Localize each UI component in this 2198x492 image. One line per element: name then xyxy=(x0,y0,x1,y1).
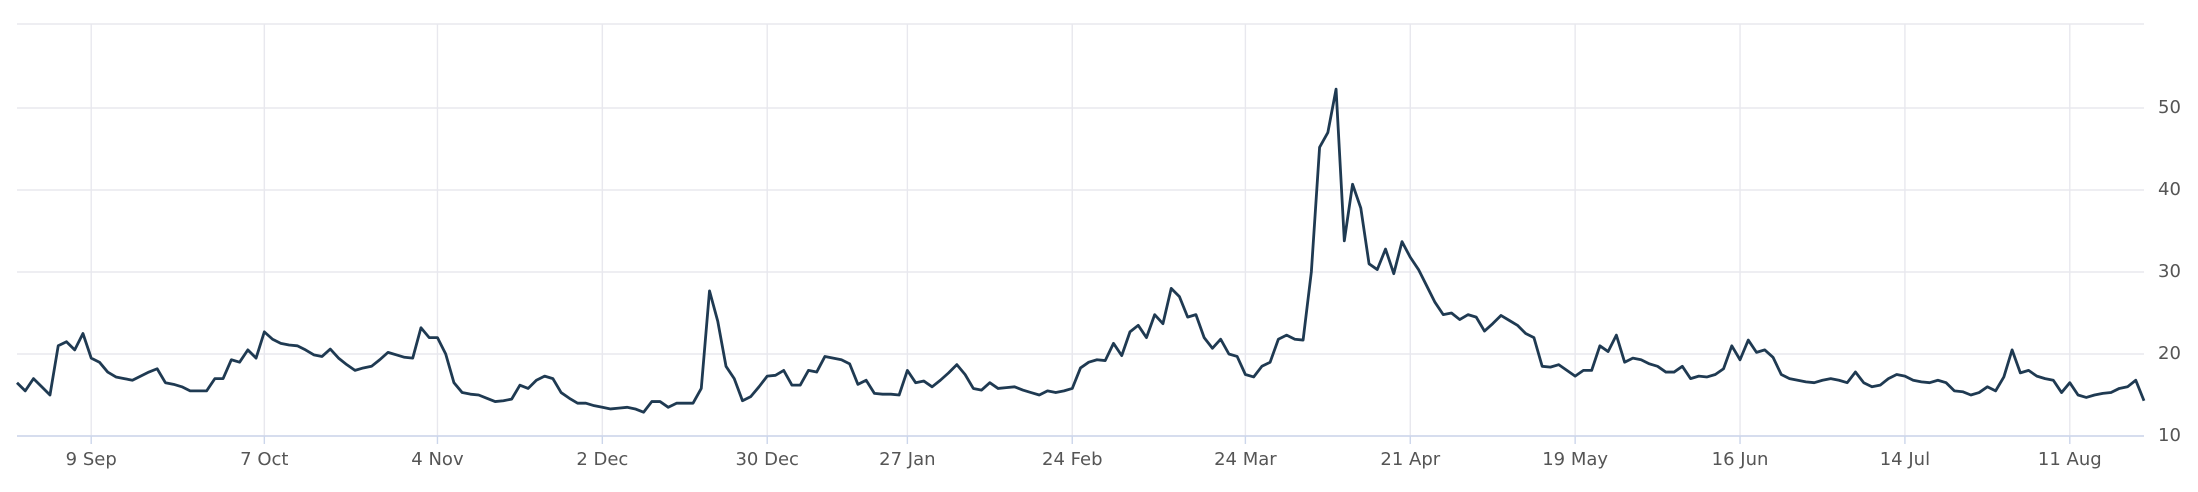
x-tick-label: 27 Jan xyxy=(879,449,935,470)
x-tick-label: 21 Apr xyxy=(1380,449,1440,470)
y-tick-label: 40 xyxy=(2158,179,2181,200)
x-tick-label: 16 Jun xyxy=(1712,449,1769,470)
y-tick-label: 20 xyxy=(2158,343,2181,364)
x-tick-label: 7 Oct xyxy=(240,449,288,470)
x-tick-label: 14 Jul xyxy=(1880,449,1930,470)
x-tick-label: 4 Nov xyxy=(411,449,464,470)
x-tick-label: 24 Mar xyxy=(1214,449,1277,470)
x-tick-label: 2 Dec xyxy=(576,449,628,470)
y-tick-label: 30 xyxy=(2158,261,2181,282)
x-tick-label: 19 May xyxy=(1542,449,1608,470)
x-tick-label: 30 Dec xyxy=(735,449,798,470)
y-tick-label: 10 xyxy=(2158,425,2181,446)
data-line xyxy=(16,87,2146,414)
x-tick-label: 9 Sep xyxy=(66,449,117,470)
x-tick-label: 24 Feb xyxy=(1042,449,1103,470)
x-tick-label: 11 Aug xyxy=(2038,449,2102,470)
y-tick-label: 50 xyxy=(2158,97,2181,118)
